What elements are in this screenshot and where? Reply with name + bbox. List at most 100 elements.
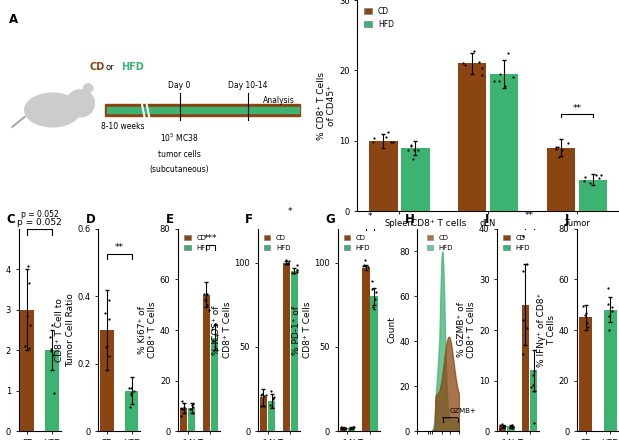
Point bbox=[337, 424, 347, 431]
Bar bbox=[20, 310, 34, 431]
Bar bbox=[604, 310, 617, 431]
Point bbox=[22, 312, 32, 319]
Point bbox=[266, 387, 275, 394]
Bar bbox=[105, 104, 300, 116]
Point bbox=[126, 385, 136, 392]
Point bbox=[406, 143, 416, 150]
Point bbox=[360, 256, 370, 263]
Point bbox=[126, 392, 136, 399]
Bar bbox=[203, 295, 210, 431]
Point bbox=[339, 424, 348, 431]
Point bbox=[210, 342, 220, 349]
Point bbox=[186, 406, 196, 413]
Point bbox=[529, 419, 539, 426]
Point bbox=[292, 262, 302, 269]
Point bbox=[360, 263, 370, 270]
Point bbox=[200, 297, 210, 304]
Point bbox=[348, 424, 358, 431]
Point bbox=[129, 387, 139, 394]
Point bbox=[105, 353, 115, 360]
Bar bbox=[107, 106, 299, 114]
Bar bbox=[348, 428, 355, 431]
Point bbox=[403, 147, 413, 154]
Point bbox=[370, 296, 379, 303]
Text: or: or bbox=[105, 62, 114, 72]
Point bbox=[50, 389, 59, 396]
Point bbox=[507, 424, 517, 431]
Bar bbox=[530, 370, 537, 431]
Point bbox=[359, 262, 369, 269]
Point bbox=[340, 425, 350, 432]
Point bbox=[368, 304, 378, 311]
Point bbox=[367, 277, 377, 284]
Text: G: G bbox=[325, 213, 335, 226]
Point bbox=[581, 309, 591, 316]
Legend: CD, HFD: CD, HFD bbox=[261, 232, 293, 253]
Point bbox=[256, 403, 266, 410]
Point bbox=[20, 342, 30, 349]
Text: HFD: HFD bbox=[121, 62, 144, 72]
Point bbox=[607, 308, 617, 315]
Point bbox=[508, 73, 518, 81]
Point bbox=[508, 423, 517, 430]
Point bbox=[102, 343, 112, 350]
Text: C: C bbox=[6, 213, 15, 226]
Point bbox=[336, 424, 346, 431]
Point bbox=[23, 262, 33, 269]
Point bbox=[604, 326, 614, 333]
Legend: CD, HFD: CD, HFD bbox=[341, 232, 373, 253]
Point bbox=[474, 59, 483, 66]
Point bbox=[526, 384, 536, 391]
Point bbox=[46, 347, 56, 354]
Point bbox=[363, 263, 373, 270]
Y-axis label: % CD8⁺ T Cells
of CD45⁺: % CD8⁺ T Cells of CD45⁺ bbox=[317, 72, 336, 139]
Point bbox=[257, 390, 267, 397]
Point bbox=[579, 178, 589, 185]
Point bbox=[265, 401, 275, 408]
Point bbox=[339, 425, 348, 432]
Text: CD: CD bbox=[90, 62, 105, 72]
Text: E: E bbox=[165, 213, 173, 226]
Point bbox=[500, 82, 509, 89]
Point bbox=[460, 62, 470, 69]
Point bbox=[348, 424, 358, 431]
Point bbox=[24, 345, 33, 352]
Point bbox=[551, 143, 561, 150]
Point bbox=[100, 310, 110, 317]
Point bbox=[518, 232, 528, 239]
Text: 8-10 weeks: 8-10 weeks bbox=[100, 121, 144, 131]
Bar bbox=[125, 391, 139, 431]
Legend: CD, HFD: CD, HFD bbox=[361, 4, 397, 32]
Bar bbox=[547, 148, 575, 211]
Point bbox=[595, 171, 605, 178]
Point bbox=[495, 70, 505, 77]
Legend: CD, HFD: CD, HFD bbox=[181, 232, 214, 253]
Point bbox=[494, 77, 504, 84]
Text: I: I bbox=[485, 213, 489, 226]
Point bbox=[104, 297, 114, 304]
Point bbox=[261, 392, 271, 399]
Point bbox=[207, 326, 217, 333]
Point bbox=[180, 404, 189, 411]
Bar bbox=[401, 148, 430, 211]
Point bbox=[348, 424, 358, 431]
Point bbox=[345, 425, 355, 432]
Point bbox=[519, 268, 529, 275]
Point bbox=[580, 173, 590, 180]
Point bbox=[529, 387, 539, 394]
Point bbox=[407, 155, 417, 162]
Point bbox=[477, 72, 487, 79]
Point bbox=[280, 257, 290, 264]
Point bbox=[212, 332, 222, 339]
Ellipse shape bbox=[84, 84, 93, 92]
Point bbox=[578, 302, 588, 309]
Bar bbox=[579, 317, 592, 431]
Bar bbox=[362, 268, 370, 431]
Point bbox=[282, 260, 292, 267]
Point bbox=[105, 316, 115, 323]
Point bbox=[348, 424, 358, 431]
Point bbox=[212, 347, 222, 354]
Y-axis label: % ICOS⁺ of
CD8⁺ T Cells: % ICOS⁺ of CD8⁺ T Cells bbox=[212, 302, 232, 358]
Point bbox=[125, 403, 135, 410]
Y-axis label: Count: Count bbox=[387, 316, 396, 344]
